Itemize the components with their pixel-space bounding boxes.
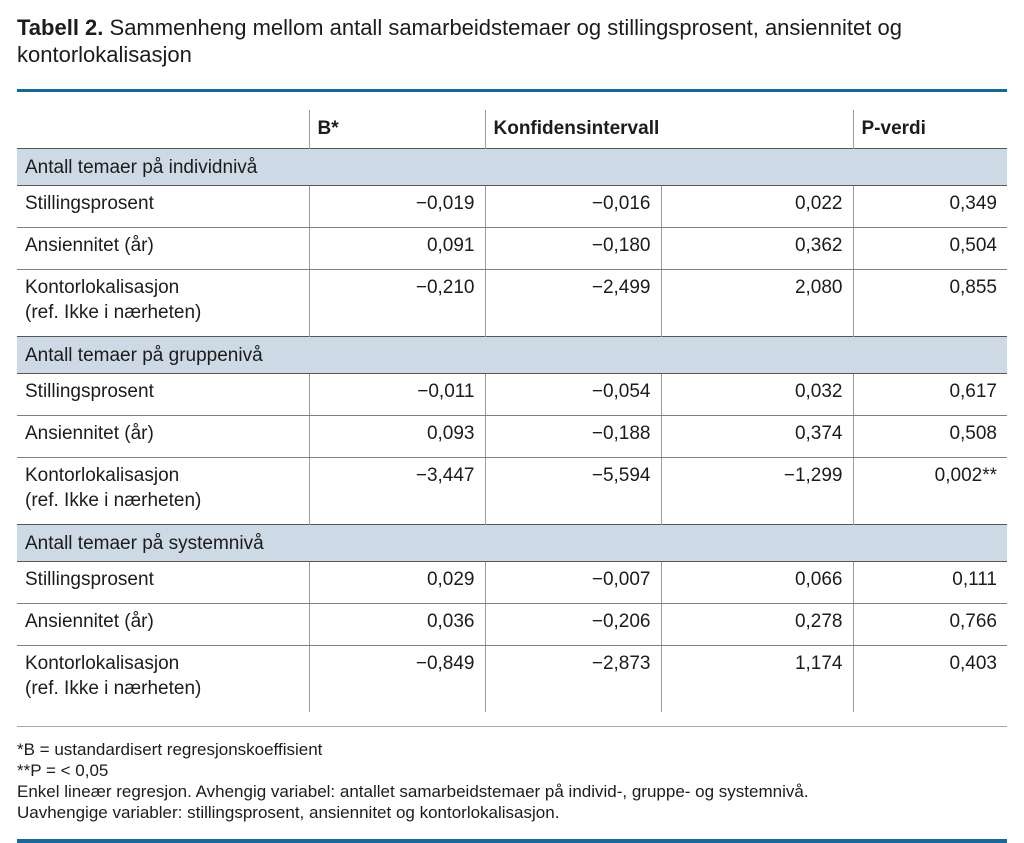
row-label: Kontorlokalisasjon (ref. Ikke i nærheten… (17, 458, 309, 525)
cell-b: −0,849 (308, 645, 485, 712)
cell-b: 0,036 (308, 603, 485, 646)
row-label-line2: (ref. Ikke i nærheten) (25, 490, 202, 511)
cell-ci-low: −5,594 (484, 457, 661, 525)
table-caption-text: Sammenheng mellom antall samarbeidstemae… (17, 15, 902, 67)
cell-ci-high: 0,032 (660, 373, 853, 416)
footnote-method-line1: Enkel lineær regresjon. Avhengig variabe… (17, 782, 809, 801)
cell-p: 0,403 (852, 645, 1007, 712)
section-row-systemniva: Antall temaer på systemnivå (17, 524, 1007, 562)
header-p-verdi: P-verdi (852, 110, 1007, 149)
cell-ci-high: 0,278 (660, 603, 853, 646)
section-label: Antall temaer på systemnivå (17, 524, 1007, 562)
table-header-row: B* Konfidensintervall P-verdi (17, 110, 1007, 149)
table-footnotes: *B = ustandardisert regresjonskoeffisien… (17, 739, 1007, 823)
cell-p: 0,508 (852, 415, 1007, 458)
cell-ci-low: −0,188 (484, 415, 661, 458)
cell-ci-low: −0,180 (484, 227, 661, 270)
cell-ci-high: 0,374 (660, 415, 853, 458)
top-accent-rule (17, 89, 1007, 92)
table-row: Ansiennitet (år) 0,093 −0,188 0,374 0,50… (17, 415, 1007, 458)
footnote-divider-rule (17, 726, 1007, 727)
table-row: Stillingsprosent −0,019 −0,016 0,022 0,3… (17, 185, 1007, 228)
table-row: Stillingsprosent −0,011 −0,054 0,032 0,6… (17, 373, 1007, 416)
table-caption-number: Tabell 2. (17, 15, 104, 40)
cell-p: 0,111 (852, 561, 1007, 604)
row-label: Stillingsprosent (17, 185, 309, 228)
cell-ci-high: 1,174 (660, 645, 853, 712)
cell-b: −0,210 (308, 269, 485, 337)
cell-ci-high: 2,080 (660, 269, 853, 337)
cell-p: 0,617 (852, 373, 1007, 416)
row-label: Ansiennitet (år) (17, 227, 309, 270)
cell-b: 0,093 (308, 415, 485, 458)
cell-b: 0,091 (308, 227, 485, 270)
row-label: Stillingsprosent (17, 373, 309, 416)
section-row-individniva: Antall temaer på individnivå (17, 148, 1007, 186)
cell-ci-low: −0,007 (484, 561, 661, 604)
cell-ci-high: −1,299 (660, 457, 853, 525)
table-caption: Tabell 2. Sammenheng mellom antall samar… (17, 14, 1007, 68)
cell-p: 0,504 (852, 227, 1007, 270)
cell-ci-high: 0,362 (660, 227, 853, 270)
row-label: Stillingsprosent (17, 561, 309, 604)
row-label-line1: Kontorlokalisasjon (25, 465, 180, 486)
row-label: Kontorlokalisasjon (ref. Ikke i nærheten… (17, 270, 309, 337)
cell-b: −0,011 (308, 373, 485, 416)
cell-p: 0,855 (852, 269, 1007, 337)
row-label-line2: (ref. Ikke i nærheten) (25, 678, 202, 699)
table-row: Stillingsprosent 0,029 −0,007 0,066 0,11… (17, 561, 1007, 604)
cell-ci-low: −2,873 (484, 645, 661, 712)
cell-ci-low: −0,016 (484, 185, 661, 228)
section-label: Antall temaer på individnivå (17, 148, 1007, 186)
row-label-line2: (ref. Ikke i nærheten) (25, 302, 202, 323)
cell-ci-low: −2,499 (484, 269, 661, 337)
row-label: Ansiennitet (år) (17, 603, 309, 646)
cell-ci-high: 0,022 (660, 185, 853, 228)
bottom-accent-rule (17, 839, 1007, 843)
cell-ci-low: −0,206 (484, 603, 661, 646)
table-row: Kontorlokalisasjon (ref. Ikke i nærheten… (17, 269, 1007, 337)
cell-ci-low: −0,054 (484, 373, 661, 416)
table-row: Ansiennitet (år) 0,036 −0,206 0,278 0,76… (17, 603, 1007, 646)
table-row: Ansiennitet (år) 0,091 −0,180 0,362 0,50… (17, 227, 1007, 270)
cell-p: 0,002** (852, 457, 1007, 525)
row-label-line1: Kontorlokalisasjon (25, 277, 180, 298)
cell-b: −3,447 (308, 457, 485, 525)
cell-p: 0,349 (852, 185, 1007, 228)
section-row-gruppeniva: Antall temaer på gruppenivå (17, 336, 1007, 374)
row-label: Ansiennitet (år) (17, 415, 309, 458)
header-empty-cell (17, 110, 309, 149)
regression-table: B* Konfidensintervall P-verdi Antall tem… (17, 110, 1007, 712)
table-row: Kontorlokalisasjon (ref. Ikke i nærheten… (17, 457, 1007, 525)
footnote-method-line2: Uavhengige variabler: stillingsprosent, … (17, 803, 560, 822)
article-table-figure: Tabell 2. Sammenheng mellom antall samar… (0, 14, 1024, 843)
header-b: B* (308, 110, 485, 149)
footnote-b-definition: *B = ustandardisert regresjonskoeffisien… (17, 740, 323, 759)
section-label: Antall temaer på gruppenivå (17, 336, 1007, 374)
cell-b: 0,029 (308, 561, 485, 604)
row-label-line1: Kontorlokalisasjon (25, 653, 180, 674)
cell-ci-high: 0,066 (660, 561, 853, 604)
header-konfidensintervall: Konfidensintervall (484, 110, 853, 149)
cell-p: 0,766 (852, 603, 1007, 646)
cell-b: −0,019 (308, 185, 485, 228)
table-row: Kontorlokalisasjon (ref. Ikke i nærheten… (17, 645, 1007, 713)
row-label: Kontorlokalisasjon (ref. Ikke i nærheten… (17, 646, 309, 713)
footnote-p-definition: **P = < 0,05 (17, 761, 109, 780)
